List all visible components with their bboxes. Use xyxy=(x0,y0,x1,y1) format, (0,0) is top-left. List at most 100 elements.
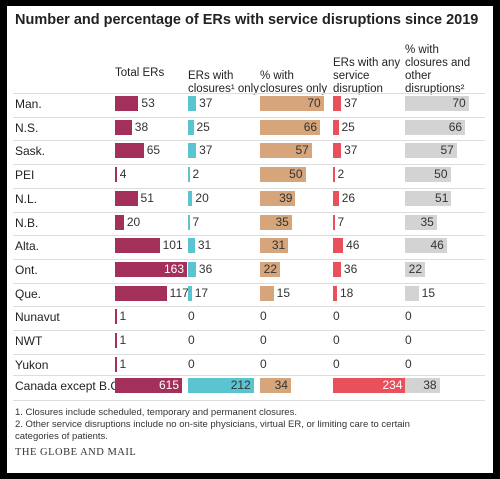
value-label: 50 xyxy=(289,167,303,182)
source: THE GLOBE AND MAIL xyxy=(15,447,137,458)
value-label: 65 xyxy=(146,143,161,158)
row-separator xyxy=(13,164,485,166)
value-label: 38 xyxy=(423,378,437,392)
value-label: 2 xyxy=(337,167,345,182)
row-separator xyxy=(13,353,485,355)
value-label: 66 xyxy=(303,119,318,134)
value-label: 0 xyxy=(260,309,267,324)
value-label: 15 xyxy=(276,285,290,300)
value-label: 31 xyxy=(197,238,212,253)
value-label: 163 xyxy=(163,261,184,276)
row-label: PEI xyxy=(15,168,35,183)
bar xyxy=(115,378,182,393)
value-label: 0 xyxy=(188,309,195,324)
bar xyxy=(405,214,437,230)
value-label: 0 xyxy=(188,333,195,347)
value-label: 22 xyxy=(408,261,423,276)
row-separator xyxy=(13,282,485,284)
value-label: 46 xyxy=(430,238,444,253)
bar xyxy=(188,378,254,393)
title: Number and percentage of ERs with servic… xyxy=(15,12,479,28)
bar xyxy=(188,190,193,206)
bar xyxy=(405,285,419,301)
column-header: % with closures and other disruptions² xyxy=(405,44,483,96)
value-label: 51 xyxy=(435,190,449,205)
value-label: 37 xyxy=(344,143,358,158)
value-label: 1 xyxy=(119,309,127,324)
value-label: 66 xyxy=(448,119,463,134)
value-label: 212 xyxy=(230,378,251,392)
value-label: 615 xyxy=(158,378,179,392)
value-label: 35 xyxy=(275,214,289,229)
row-label: N.S. xyxy=(15,120,39,135)
bar xyxy=(115,96,139,111)
value-label: 25 xyxy=(341,119,355,134)
value-label: 20 xyxy=(126,214,141,229)
value-label: 0 xyxy=(405,309,412,324)
value-label: 22 xyxy=(263,261,278,276)
bar xyxy=(405,378,440,393)
value-label: 17 xyxy=(194,285,209,300)
column-header-text: % with closures only xyxy=(260,70,328,95)
bar xyxy=(405,261,426,277)
value-label: 53 xyxy=(141,96,155,110)
value-label: 57 xyxy=(295,143,309,158)
value-label: 36 xyxy=(198,261,213,276)
value-label: 31 xyxy=(271,238,286,253)
bar xyxy=(405,143,457,159)
value-label: 234 xyxy=(382,378,403,392)
value-label: 0 xyxy=(188,356,195,371)
value-label: 101 xyxy=(162,238,183,253)
value-label: 51 xyxy=(140,190,154,205)
bar xyxy=(188,143,197,159)
row-label: NWT xyxy=(15,334,43,348)
row-separator xyxy=(13,330,485,331)
row-label: Canada except B.C. xyxy=(15,379,123,393)
column-header-text: Total ERs xyxy=(115,67,165,79)
bar xyxy=(115,309,117,325)
bar xyxy=(333,190,339,206)
value-label: 37 xyxy=(344,96,358,110)
bar xyxy=(188,214,190,230)
row-separator xyxy=(13,375,485,376)
footnote: 2. Other service disruptions include no … xyxy=(15,419,410,442)
value-label: 117 xyxy=(169,285,189,300)
row-separator xyxy=(13,258,485,260)
bar xyxy=(333,238,344,254)
table-graphic: Number and percentage of ERs with servic… xyxy=(7,6,493,473)
bar xyxy=(405,119,466,135)
bar xyxy=(405,96,469,111)
footnote: 1. Closures include scheduled, temporary… xyxy=(15,407,297,418)
bar xyxy=(188,238,195,254)
bar xyxy=(188,261,196,277)
value-label: 46 xyxy=(346,238,360,253)
value-label: 35 xyxy=(420,214,434,229)
value-label: 7 xyxy=(192,214,200,229)
bar xyxy=(260,143,312,159)
row-separator xyxy=(13,400,485,401)
value-label: 4 xyxy=(119,167,127,182)
bar xyxy=(405,238,447,254)
row-label: Yukon xyxy=(15,357,49,372)
row-label: Alta. xyxy=(15,239,40,254)
bar xyxy=(260,190,296,206)
value-label: 18 xyxy=(339,285,354,300)
column-header-text: ERs with closures¹ only xyxy=(188,70,259,95)
bar xyxy=(115,333,117,348)
bar xyxy=(333,119,339,135)
bar xyxy=(260,285,274,301)
row-label: Man. xyxy=(15,97,42,111)
row-label: Que. xyxy=(15,286,42,301)
bar xyxy=(260,238,289,254)
row-separator xyxy=(13,116,485,118)
bar xyxy=(260,214,292,230)
value-label: 36 xyxy=(343,261,358,276)
bar xyxy=(260,96,324,111)
value-label: 1 xyxy=(119,333,127,347)
value-label: 0 xyxy=(405,333,412,347)
value-label: 20 xyxy=(195,190,209,205)
bar xyxy=(115,143,144,159)
bar xyxy=(333,143,342,159)
row-label: Ont. xyxy=(15,262,38,277)
bar xyxy=(188,119,194,135)
